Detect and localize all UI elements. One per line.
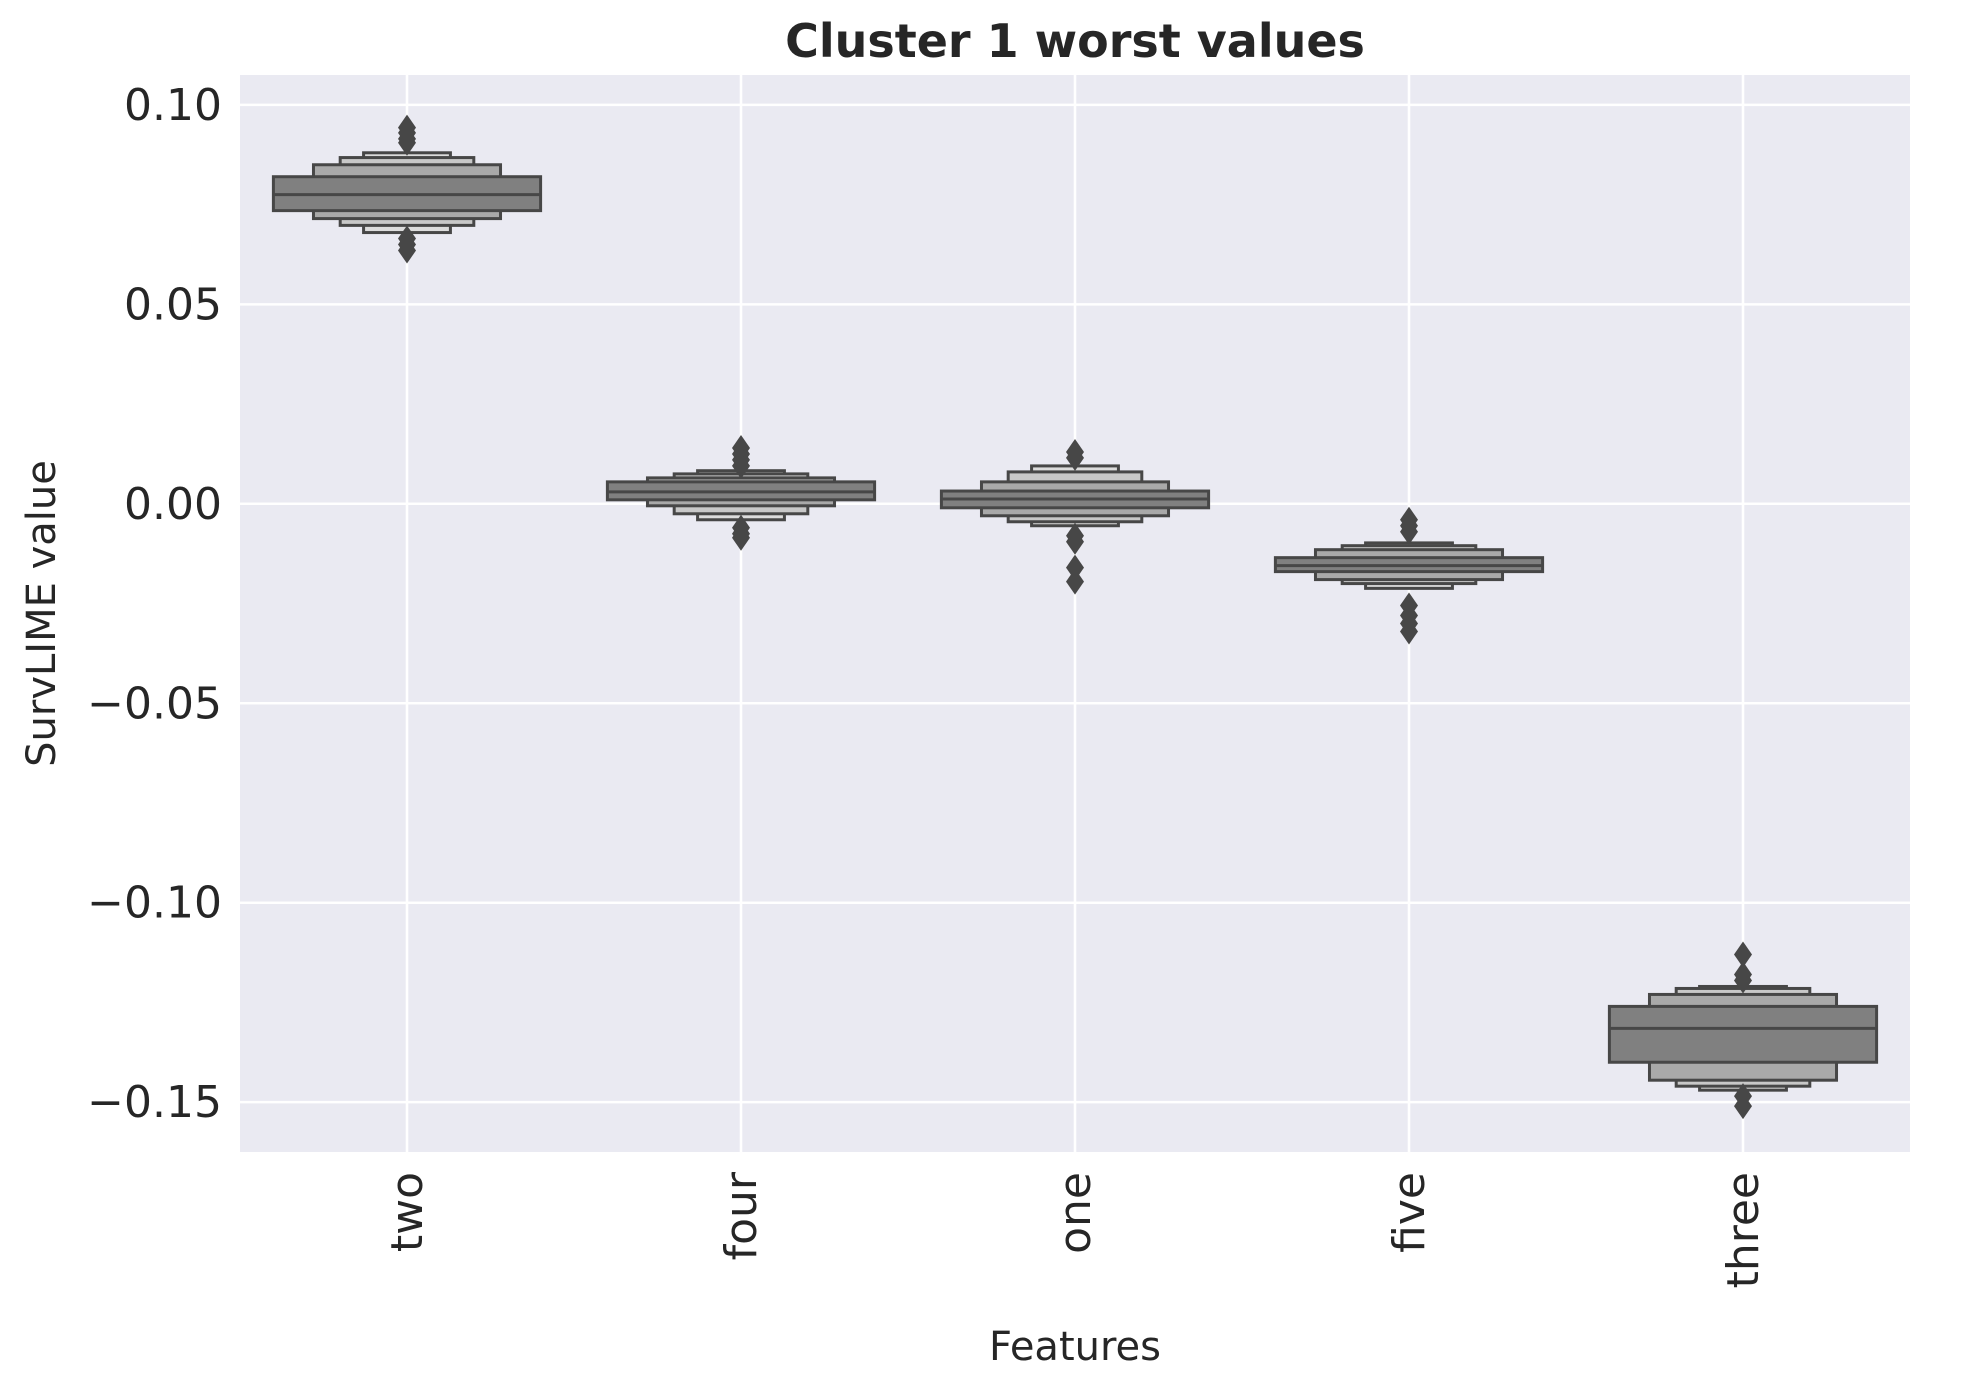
x-tick-label: five: [1384, 1172, 1435, 1253]
outlier-point: [1066, 528, 1084, 555]
boxen-one: [939, 438, 1211, 595]
y-tick-label: 0.05: [124, 279, 222, 330]
boxen-series: [271, 114, 1879, 1120]
x-tick-label: one: [1050, 1172, 1101, 1254]
outlier-point: [1734, 967, 1752, 994]
outlier-point: [398, 237, 416, 264]
y-tick-label: 0.10: [124, 80, 222, 131]
outlier-point: [1066, 568, 1084, 595]
outlier-point: [1066, 444, 1084, 471]
y-tick-label: −0.15: [87, 1077, 222, 1128]
x-tick-label: three: [1718, 1172, 1769, 1288]
x-axis-ticks: two four one five three: [382, 1171, 1769, 1288]
outlier-point: [732, 452, 750, 479]
x-axis-label: Features: [989, 1324, 1161, 1370]
y-axis-ticks: 0.10 0.05 0.00 −0.05 −0.10 −0.15: [87, 80, 222, 1128]
outlier-point: [1734, 941, 1752, 968]
boxen-four: [605, 434, 877, 551]
x-tick-label: four: [716, 1171, 767, 1260]
boxen-five: [1273, 506, 1545, 645]
y-axis-label: SurvLIME value: [19, 460, 65, 767]
boxen-three: [1607, 941, 1879, 1120]
chart-title: Cluster 1 worst values: [785, 14, 1365, 68]
x-tick-label: two: [382, 1172, 433, 1252]
boxen-two: [271, 114, 543, 264]
box-level: [1607, 1004, 1879, 1064]
y-tick-label: −0.05: [87, 678, 222, 729]
y-tick-label: −0.10: [87, 878, 222, 929]
outlier-point: [1734, 1093, 1752, 1120]
outlier-point: [732, 524, 750, 551]
outlier-point: [398, 129, 416, 156]
outlier-point: [1400, 618, 1418, 645]
outlier-point: [1400, 518, 1418, 545]
outlier-point: [1066, 554, 1084, 581]
y-tick-label: 0.00: [124, 479, 222, 530]
